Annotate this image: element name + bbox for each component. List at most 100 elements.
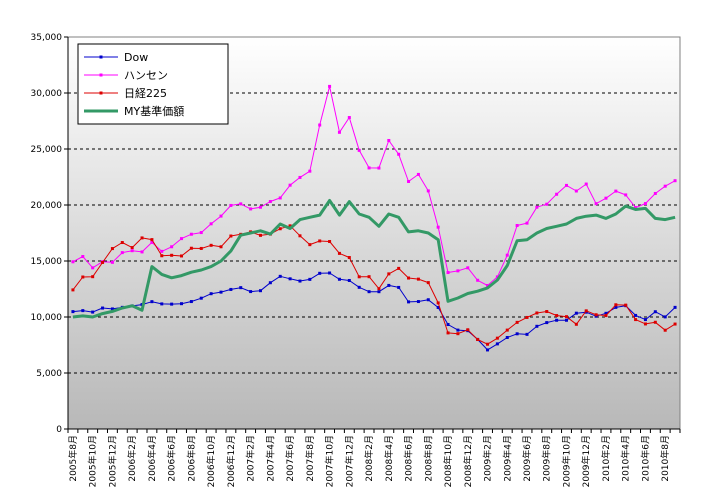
- data-point: [347, 256, 351, 260]
- data-point: [535, 205, 539, 209]
- legend-marker: [99, 91, 103, 95]
- data-point: [505, 335, 509, 339]
- data-point: [663, 184, 667, 188]
- data-point: [476, 278, 480, 282]
- x-tick-label: 2009年12月: [580, 435, 592, 487]
- data-point: [150, 240, 154, 244]
- data-point: [71, 288, 75, 292]
- data-point: [416, 277, 420, 281]
- data-point: [81, 275, 85, 279]
- series-line: [72, 225, 676, 345]
- data-point: [288, 224, 292, 228]
- data-point: [288, 277, 292, 281]
- data-point: [426, 189, 430, 193]
- data-point: [357, 275, 361, 279]
- x-tick-label: 2008年4月: [383, 435, 395, 482]
- data-point: [367, 290, 371, 294]
- y-tick-label: 25,000: [31, 145, 63, 155]
- data-point: [564, 183, 568, 187]
- data-point: [436, 301, 440, 305]
- series-line: [72, 199, 676, 319]
- data-point: [367, 275, 371, 279]
- data-point: [456, 328, 460, 332]
- data-point: [180, 254, 184, 258]
- legend-marker: [99, 73, 103, 77]
- data-point: [150, 300, 154, 304]
- x-tick-label: 2009年10月: [560, 435, 572, 487]
- data-point: [555, 192, 559, 196]
- y-tick-label: 20,000: [31, 201, 63, 211]
- data-point: [584, 309, 588, 313]
- data-point: [574, 322, 578, 326]
- data-point: [120, 251, 124, 255]
- data-point: [71, 260, 75, 264]
- data-point: [397, 152, 401, 156]
- data-point: [643, 322, 647, 326]
- data-point: [298, 175, 302, 179]
- x-tick-label: 2006年6月: [166, 435, 178, 482]
- data-point: [337, 277, 341, 281]
- data-point: [614, 189, 618, 193]
- data-point: [663, 315, 667, 319]
- x-tick-label: 2007年10月: [324, 435, 336, 487]
- data-point: [249, 290, 253, 294]
- data-point: [515, 223, 519, 227]
- data-point: [387, 138, 391, 142]
- x-tick-label: 2007年4月: [264, 435, 276, 482]
- data-point: [643, 202, 647, 206]
- data-point: [673, 179, 677, 183]
- data-point: [219, 245, 223, 249]
- data-point: [110, 307, 114, 311]
- y-tick-label: 5,000: [36, 369, 62, 379]
- data-point: [160, 249, 164, 253]
- data-point: [120, 241, 124, 245]
- data-point: [239, 202, 243, 206]
- data-point: [160, 254, 164, 258]
- x-tick-label: 2006年4月: [146, 435, 158, 482]
- data-point: [653, 191, 657, 195]
- x-tick-label: 2009年4月: [501, 435, 513, 482]
- data-point: [91, 266, 95, 270]
- x-tick-label: 2010年8月: [659, 435, 671, 482]
- legend-label: ハンセン: [124, 69, 168, 82]
- data-point: [71, 310, 75, 314]
- data-point: [219, 290, 223, 294]
- x-tick-label: 2005年8月: [67, 435, 79, 482]
- data-point: [426, 281, 430, 285]
- data-point: [495, 275, 499, 279]
- y-tick-label: 35,000: [31, 33, 63, 43]
- legend-label: 日経225: [124, 87, 167, 100]
- data-point: [594, 313, 598, 317]
- x-tick-label: 2008年2月: [363, 435, 375, 482]
- data-point: [624, 193, 628, 197]
- data-point: [308, 277, 312, 281]
- data-point: [555, 318, 559, 322]
- data-point: [140, 250, 144, 254]
- data-point: [643, 318, 647, 322]
- data-point: [545, 321, 549, 325]
- x-tick-label: 2005年12月: [106, 435, 118, 487]
- data-point: [574, 189, 578, 193]
- series-line: [72, 85, 676, 286]
- data-point: [170, 245, 174, 249]
- data-point: [407, 300, 411, 304]
- data-point: [555, 314, 559, 318]
- x-tick-label: 2007年12月: [343, 435, 355, 487]
- data-point: [446, 323, 450, 327]
- data-point: [130, 246, 134, 250]
- data-point: [308, 169, 312, 173]
- data-point: [416, 172, 420, 176]
- data-point: [446, 331, 450, 335]
- x-tick-label: 2009年2月: [482, 435, 494, 482]
- data-point: [180, 302, 184, 306]
- data-point: [209, 243, 213, 247]
- data-point: [614, 305, 618, 309]
- data-point: [377, 287, 381, 291]
- data-point: [150, 238, 154, 242]
- data-point: [189, 300, 193, 304]
- data-point: [101, 306, 105, 310]
- series-line: [72, 272, 676, 351]
- x-tick-label: 2006年12月: [225, 435, 237, 487]
- x-tick-label: 2010年4月: [620, 435, 632, 482]
